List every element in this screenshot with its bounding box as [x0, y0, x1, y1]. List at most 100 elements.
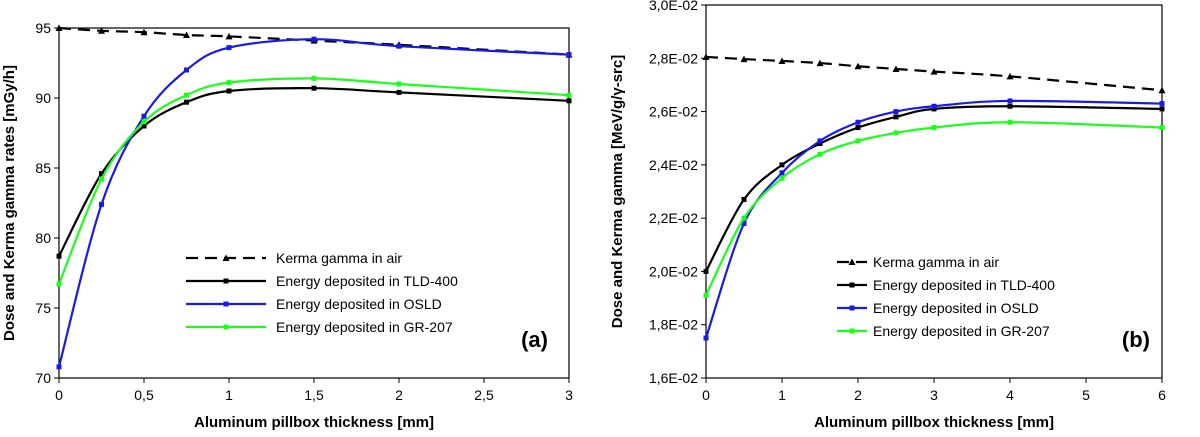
data-point — [226, 45, 232, 51]
legend-entry: Energy deposited in TLD-400 — [873, 277, 1055, 293]
data-point — [56, 364, 62, 370]
data-point — [566, 98, 572, 104]
data-point — [141, 123, 147, 129]
series-4 — [56, 75, 572, 287]
data-point — [225, 32, 233, 40]
data-point — [1007, 103, 1013, 109]
x-tick-label: 2,5 — [474, 387, 494, 403]
data-point — [931, 125, 937, 131]
x-tick-label: 1,5 — [304, 387, 324, 403]
data-point — [779, 162, 785, 168]
y-axis-title: Dose and Kerma gamma [MeV/g/γ-src] — [609, 55, 626, 328]
data-point — [1159, 125, 1165, 131]
data-point — [703, 268, 709, 274]
data-point — [1006, 72, 1014, 80]
x-axis-title: Aluminum pillbox thickness [mm] — [814, 414, 1054, 431]
data-point — [311, 75, 317, 81]
legend-entry: Energy deposited in OSLD — [276, 296, 442, 312]
data-point — [56, 253, 62, 259]
y-tick-label: 3,0E-02 — [649, 0, 698, 13]
data-point — [702, 53, 710, 60]
data-point — [855, 119, 861, 125]
chart-b: 1,6E-02 1,8E-02 2,0E-02 2,2E-02 2,4E-02 2,6E-… — [609, 0, 1166, 431]
y-tick-label: 2,6E-02 — [649, 104, 698, 120]
data-point — [816, 59, 824, 67]
y-tick-label: 2,8E-02 — [649, 50, 698, 66]
data-point — [98, 27, 105, 34]
legend-entry: Energy deposited in GR-207 — [276, 319, 453, 335]
data-point — [1158, 86, 1166, 94]
series-4 — [703, 119, 1165, 298]
data-point — [931, 106, 937, 112]
data-point — [99, 201, 104, 207]
data-point — [566, 52, 572, 58]
y-tick-label: 2,4E-02 — [649, 157, 698, 173]
data-point — [223, 324, 229, 330]
data-point — [222, 254, 230, 261]
legend: Kerma gamma in air Energy deposited in TL… — [186, 250, 458, 335]
data-point — [566, 92, 572, 98]
x-tick-label: 0 — [702, 387, 710, 403]
data-point — [226, 88, 232, 94]
y-tick-label: 80 — [35, 230, 51, 246]
data-point — [779, 170, 785, 176]
x-tick-label: 4 — [1006, 387, 1014, 403]
legend-entry: Kerma gamma in air — [873, 254, 999, 270]
series-3 — [703, 98, 1165, 341]
data-point — [184, 67, 189, 73]
y-tick-label: 90 — [35, 90, 51, 106]
data-point — [396, 89, 402, 95]
y-tick-label: 1,6E-02 — [649, 370, 698, 386]
data-point — [396, 81, 402, 87]
data-point — [817, 151, 823, 157]
data-point — [1159, 106, 1165, 112]
data-point — [849, 282, 855, 288]
data-point — [1007, 119, 1013, 125]
x-tick-label: 2 — [395, 387, 403, 403]
chart-a: 70 75 80 85 90 95 0 0,5 1 1,5 2 2,5 3 Aluminum pillbo… — [1, 20, 573, 431]
legend-entry: Energy deposited in OSLD — [873, 300, 1039, 316]
data-point — [741, 220, 747, 226]
data-point — [223, 301, 229, 307]
legend-entry: Energy deposited in TLD-400 — [276, 273, 458, 289]
series-line — [58, 87, 570, 257]
data-point — [311, 36, 317, 42]
data-point — [226, 80, 232, 86]
data-point — [817, 141, 823, 147]
data-point — [1159, 101, 1165, 107]
data-point — [99, 171, 104, 177]
data-point — [855, 125, 861, 131]
data-point — [740, 55, 748, 63]
plot-area — [705, 4, 1163, 379]
y-tick-label: 85 — [35, 160, 51, 176]
y-tick-label: 2,2E-02 — [649, 210, 698, 226]
series-1 — [702, 53, 1166, 94]
x-tick-label: 3 — [930, 387, 938, 403]
data-point — [854, 62, 862, 70]
x-tick-label: 1 — [778, 387, 786, 403]
x-tick-label: 1 — [225, 387, 233, 403]
data-point — [184, 99, 189, 105]
y-tick-label: 2,0E-02 — [649, 263, 698, 279]
data-point — [184, 92, 189, 98]
x-tick-label: 3 — [565, 387, 573, 403]
data-point — [141, 119, 147, 125]
data-point — [779, 175, 785, 181]
data-point — [849, 328, 855, 334]
data-point — [930, 68, 938, 75]
data-point — [56, 281, 62, 287]
x-tick-label: 0 — [55, 387, 63, 403]
x-tick-label: 5 — [1082, 387, 1090, 403]
y-tick-label: 75 — [35, 300, 51, 316]
data-point — [931, 103, 937, 109]
series-3 — [56, 36, 572, 370]
data-point — [778, 57, 786, 64]
data-point — [817, 138, 823, 144]
data-point — [1007, 98, 1013, 104]
data-point — [99, 176, 104, 182]
x-tick-label: 2 — [854, 387, 862, 403]
series-2 — [703, 103, 1165, 274]
data-point — [849, 305, 855, 311]
y-tick-label: 70 — [35, 370, 51, 386]
